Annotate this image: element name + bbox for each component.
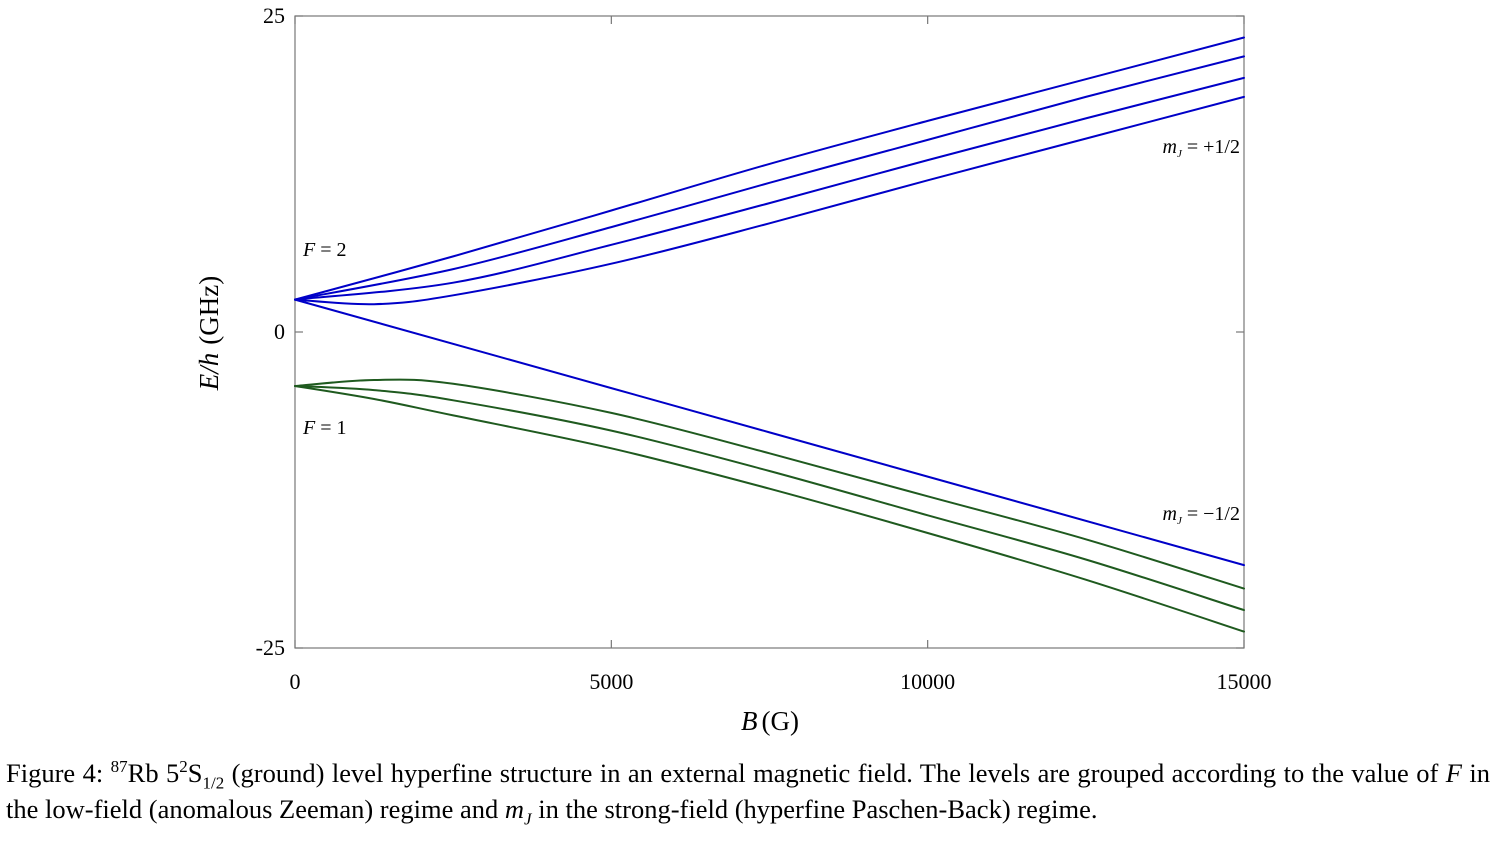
x-tick-label: 5000 [589, 669, 633, 694]
y-tick-label: 25 [263, 3, 285, 28]
y-tick-label: 0 [274, 319, 285, 344]
x-tick-label: 10000 [900, 669, 955, 694]
x-tick-label: 0 [290, 669, 301, 694]
series-layer [294, 36, 1245, 633]
y-axis-label: E/h(GHz) [194, 276, 224, 391]
x-axis-label: B (G) [741, 706, 799, 736]
series-line-f2-4 [294, 298, 1245, 567]
series-line-f2-2 [294, 76, 1245, 301]
annotation-f2: F = 2 [302, 239, 347, 261]
x-tick-label: 15000 [1217, 669, 1272, 694]
annotation-mj-minus: mJ = −1/2 [1163, 503, 1240, 527]
annotation-f1: F = 1 [302, 417, 347, 439]
figure-caption: Figure 4: 87Rb 52S1/2 (ground) level hyp… [6, 757, 1490, 829]
series-line-f1-7 [294, 385, 1245, 633]
annotation-mj-plus: mJ = +1/2 [1163, 136, 1240, 160]
plot-frame [294, 15, 1245, 649]
series-line-f1-6 [294, 385, 1245, 612]
series-line-f2-0 [294, 36, 1245, 301]
y-tick-label: -25 [256, 635, 285, 660]
series-line-f2-3 [294, 95, 1245, 306]
series-line-f2-1 [294, 55, 1245, 301]
series-line-f1-5 [294, 378, 1245, 590]
